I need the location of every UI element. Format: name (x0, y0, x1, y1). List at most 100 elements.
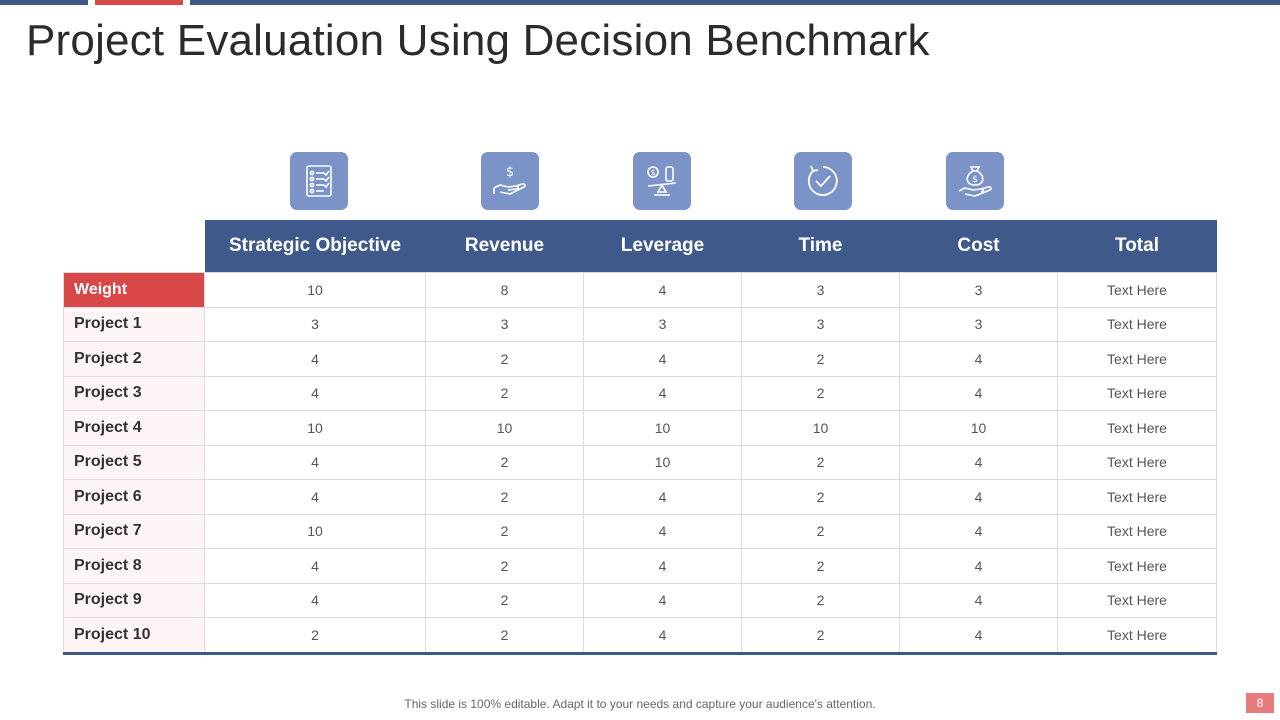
score-cell: 2 (425, 548, 584, 584)
project-row: Project 9 4 2 4 2 4 Text Here (63, 582, 1217, 618)
svg-text:$: $ (650, 168, 655, 177)
project-row: Project 4 10 10 10 10 10 Text Here (63, 410, 1217, 446)
score-cell: 2 (425, 582, 584, 618)
total-cell: Text Here (1057, 410, 1217, 446)
score-cell: 10 (741, 410, 900, 446)
score-cell: 10 (204, 272, 426, 308)
score-cell: 10 (899, 410, 1058, 446)
table-header-row: Strategic Objective Revenue Leverage Tim… (63, 220, 1217, 273)
leverage-scale-icon-tile: $ (633, 152, 691, 210)
score-cell: 2 (741, 444, 900, 480)
project-row: Project 3 4 2 4 2 4 Text Here (63, 375, 1217, 411)
total-cell: Text Here (1057, 582, 1217, 618)
score-cell: 4 (899, 582, 1058, 618)
score-cell: 2 (425, 617, 584, 654)
project-row: Project 6 4 2 4 2 4 Text Here (63, 479, 1217, 515)
score-cell: 4 (899, 375, 1058, 411)
checklist-icon-tile (290, 152, 348, 210)
score-cell: 4 (899, 617, 1058, 654)
row-label: Project 2 (63, 341, 205, 377)
project-row: Project 1 3 3 3 3 3 Text Here (63, 306, 1217, 342)
score-cell: 4 (204, 375, 426, 411)
score-cell: 4 (583, 375, 742, 411)
score-cell: 10 (583, 444, 742, 480)
score-cell: 2 (741, 582, 900, 618)
total-cell: Text Here (1057, 272, 1217, 308)
project-row: Project 8 4 2 4 2 4 Text Here (63, 548, 1217, 584)
score-cell: 4 (583, 582, 742, 618)
score-cell: 3 (899, 306, 1058, 342)
score-cell: 4 (583, 479, 742, 515)
svg-text:$: $ (972, 175, 978, 185)
project-row: Project 7 10 2 4 2 4 Text Here (63, 513, 1217, 549)
svg-text:$: $ (506, 165, 514, 180)
total-cell: Text Here (1057, 548, 1217, 584)
score-cell: 4 (583, 272, 742, 308)
score-cell: 3 (425, 306, 584, 342)
score-cell: 3 (741, 272, 900, 308)
score-cell: 3 (899, 272, 1058, 308)
score-cell: 2 (741, 341, 900, 377)
score-cell: 4 (899, 341, 1058, 377)
score-cell: 4 (583, 513, 742, 549)
score-cell: 4 (899, 513, 1058, 549)
score-cell: 2 (741, 479, 900, 515)
top-accent-bar-blue-left (0, 0, 88, 5)
score-cell: 2 (741, 513, 900, 549)
score-cell: 2 (741, 548, 900, 584)
header-blank-cell (63, 220, 205, 273)
row-label: Project 10 (63, 617, 205, 654)
score-cell: 4 (204, 548, 426, 584)
score-cell: 4 (583, 548, 742, 584)
header-time: Time (741, 220, 900, 273)
score-cell: 2 (425, 479, 584, 515)
row-label: Project 1 (63, 306, 205, 342)
page-number: 8 (1246, 693, 1274, 713)
page-title: Project Evaluation Using Decision Benchm… (26, 16, 930, 65)
header-cost: Cost (899, 220, 1058, 273)
table-body: Weight 10 8 4 3 3 Text Here Project 1 3 3 3 3 3 Text … (63, 272, 1217, 654)
footer-note: This slide is 100% editable. Adapt it to… (404, 697, 876, 711)
project-row: Project 2 4 2 4 2 4 Text Here (63, 341, 1217, 377)
score-cell: 4 (204, 444, 426, 480)
money-bag-hand-icon-tile: $ (946, 152, 1004, 210)
score-cell: 10 (583, 410, 742, 446)
total-cell: Text Here (1057, 513, 1217, 549)
clock-check-icon-tile (794, 152, 852, 210)
score-cell: 4 (204, 479, 426, 515)
score-cell: 10 (425, 410, 584, 446)
total-cell: Text Here (1057, 341, 1217, 377)
total-cell: Text Here (1057, 444, 1217, 480)
row-label: Project 4 (63, 410, 205, 446)
weight-row: Weight 10 8 4 3 3 Text Here (63, 272, 1217, 308)
project-row: Project 5 4 2 10 2 4 Text Here (63, 444, 1217, 480)
score-cell: 10 (204, 410, 426, 446)
project-row: Project 10 2 2 4 2 4 Text Here (63, 617, 1217, 654)
row-label: Project 9 (63, 582, 205, 618)
score-cell: 2 (204, 617, 426, 654)
score-cell: 3 (583, 306, 742, 342)
header-strategic-objective: Strategic Objective (204, 220, 426, 273)
score-cell: 4 (899, 444, 1058, 480)
row-label: Project 6 (63, 479, 205, 515)
score-cell: 4 (583, 341, 742, 377)
total-cell: Text Here (1057, 617, 1217, 654)
score-cell: 4 (899, 479, 1058, 515)
header-leverage: Leverage (583, 220, 742, 273)
top-accent-bar-red (95, 0, 183, 5)
total-cell: Text Here (1057, 479, 1217, 515)
money-bag-hand-icon: $ (958, 166, 992, 197)
row-label: Project 5 (63, 444, 205, 480)
score-cell: 4 (899, 548, 1058, 584)
header-total: Total (1057, 220, 1217, 273)
score-cell: 3 (741, 306, 900, 342)
header-revenue: Revenue (425, 220, 584, 273)
score-cell: 2 (741, 617, 900, 654)
row-label: Weight (63, 272, 205, 308)
score-cell: 2 (425, 513, 584, 549)
score-cell: 2 (425, 375, 584, 411)
row-label: Project 3 (63, 375, 205, 411)
leverage-scale-icon: $ (647, 166, 677, 196)
top-accent-bar-blue-right (190, 0, 1280, 5)
row-label: Project 8 (63, 548, 205, 584)
